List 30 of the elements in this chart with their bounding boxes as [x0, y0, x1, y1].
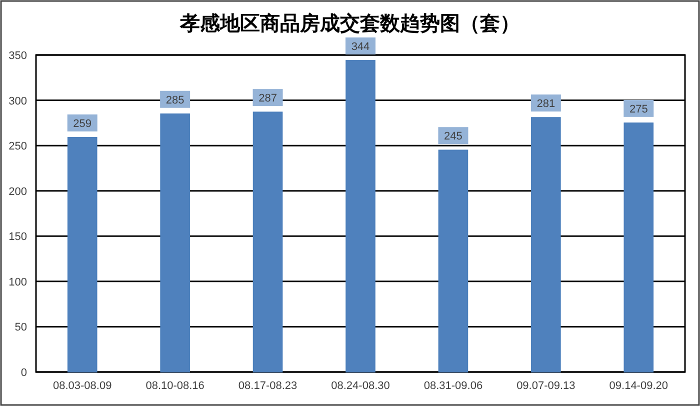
- data-label: 285: [166, 94, 184, 106]
- x-tick-label: 08.10-08.16: [146, 380, 204, 392]
- bar: [624, 122, 654, 372]
- data-label: 259: [73, 118, 92, 130]
- x-tick-label: 08.17-08.23: [238, 380, 298, 392]
- bar: [67, 137, 98, 372]
- data-label: 281: [536, 98, 556, 110]
- y-tick-label: 50: [14, 322, 27, 334]
- y-tick-label: 250: [8, 140, 27, 153]
- bar: [438, 150, 468, 372]
- x-tick-label: 09.07-09.13: [516, 380, 576, 392]
- x-tick-label: 09.14-09.20: [609, 380, 668, 392]
- chart-title: 孝感地区商品房成交套数趋势图（套）: [179, 12, 520, 35]
- y-tick-label: 0: [20, 367, 27, 379]
- x-tick-label: 08.31-09.06: [424, 380, 483, 392]
- data-label: 245: [444, 130, 462, 143]
- bar: [160, 113, 190, 372]
- data-label: 275: [629, 103, 648, 116]
- y-tick-label: 150: [8, 231, 27, 244]
- y-tick-label: 300: [8, 95, 27, 108]
- data-label: 344: [351, 40, 370, 53]
- y-tick-label: 350: [8, 50, 27, 62]
- y-tick-label: 100: [8, 276, 27, 288]
- bar: [252, 112, 283, 372]
- bar: [531, 117, 561, 372]
- y-tick-label: 200: [8, 186, 27, 198]
- x-tick-label: 08.24-08.30: [331, 380, 390, 392]
- x-tick-label: 08.03-08.09: [53, 380, 112, 392]
- data-label: 287: [258, 92, 277, 105]
- bar: [346, 60, 376, 372]
